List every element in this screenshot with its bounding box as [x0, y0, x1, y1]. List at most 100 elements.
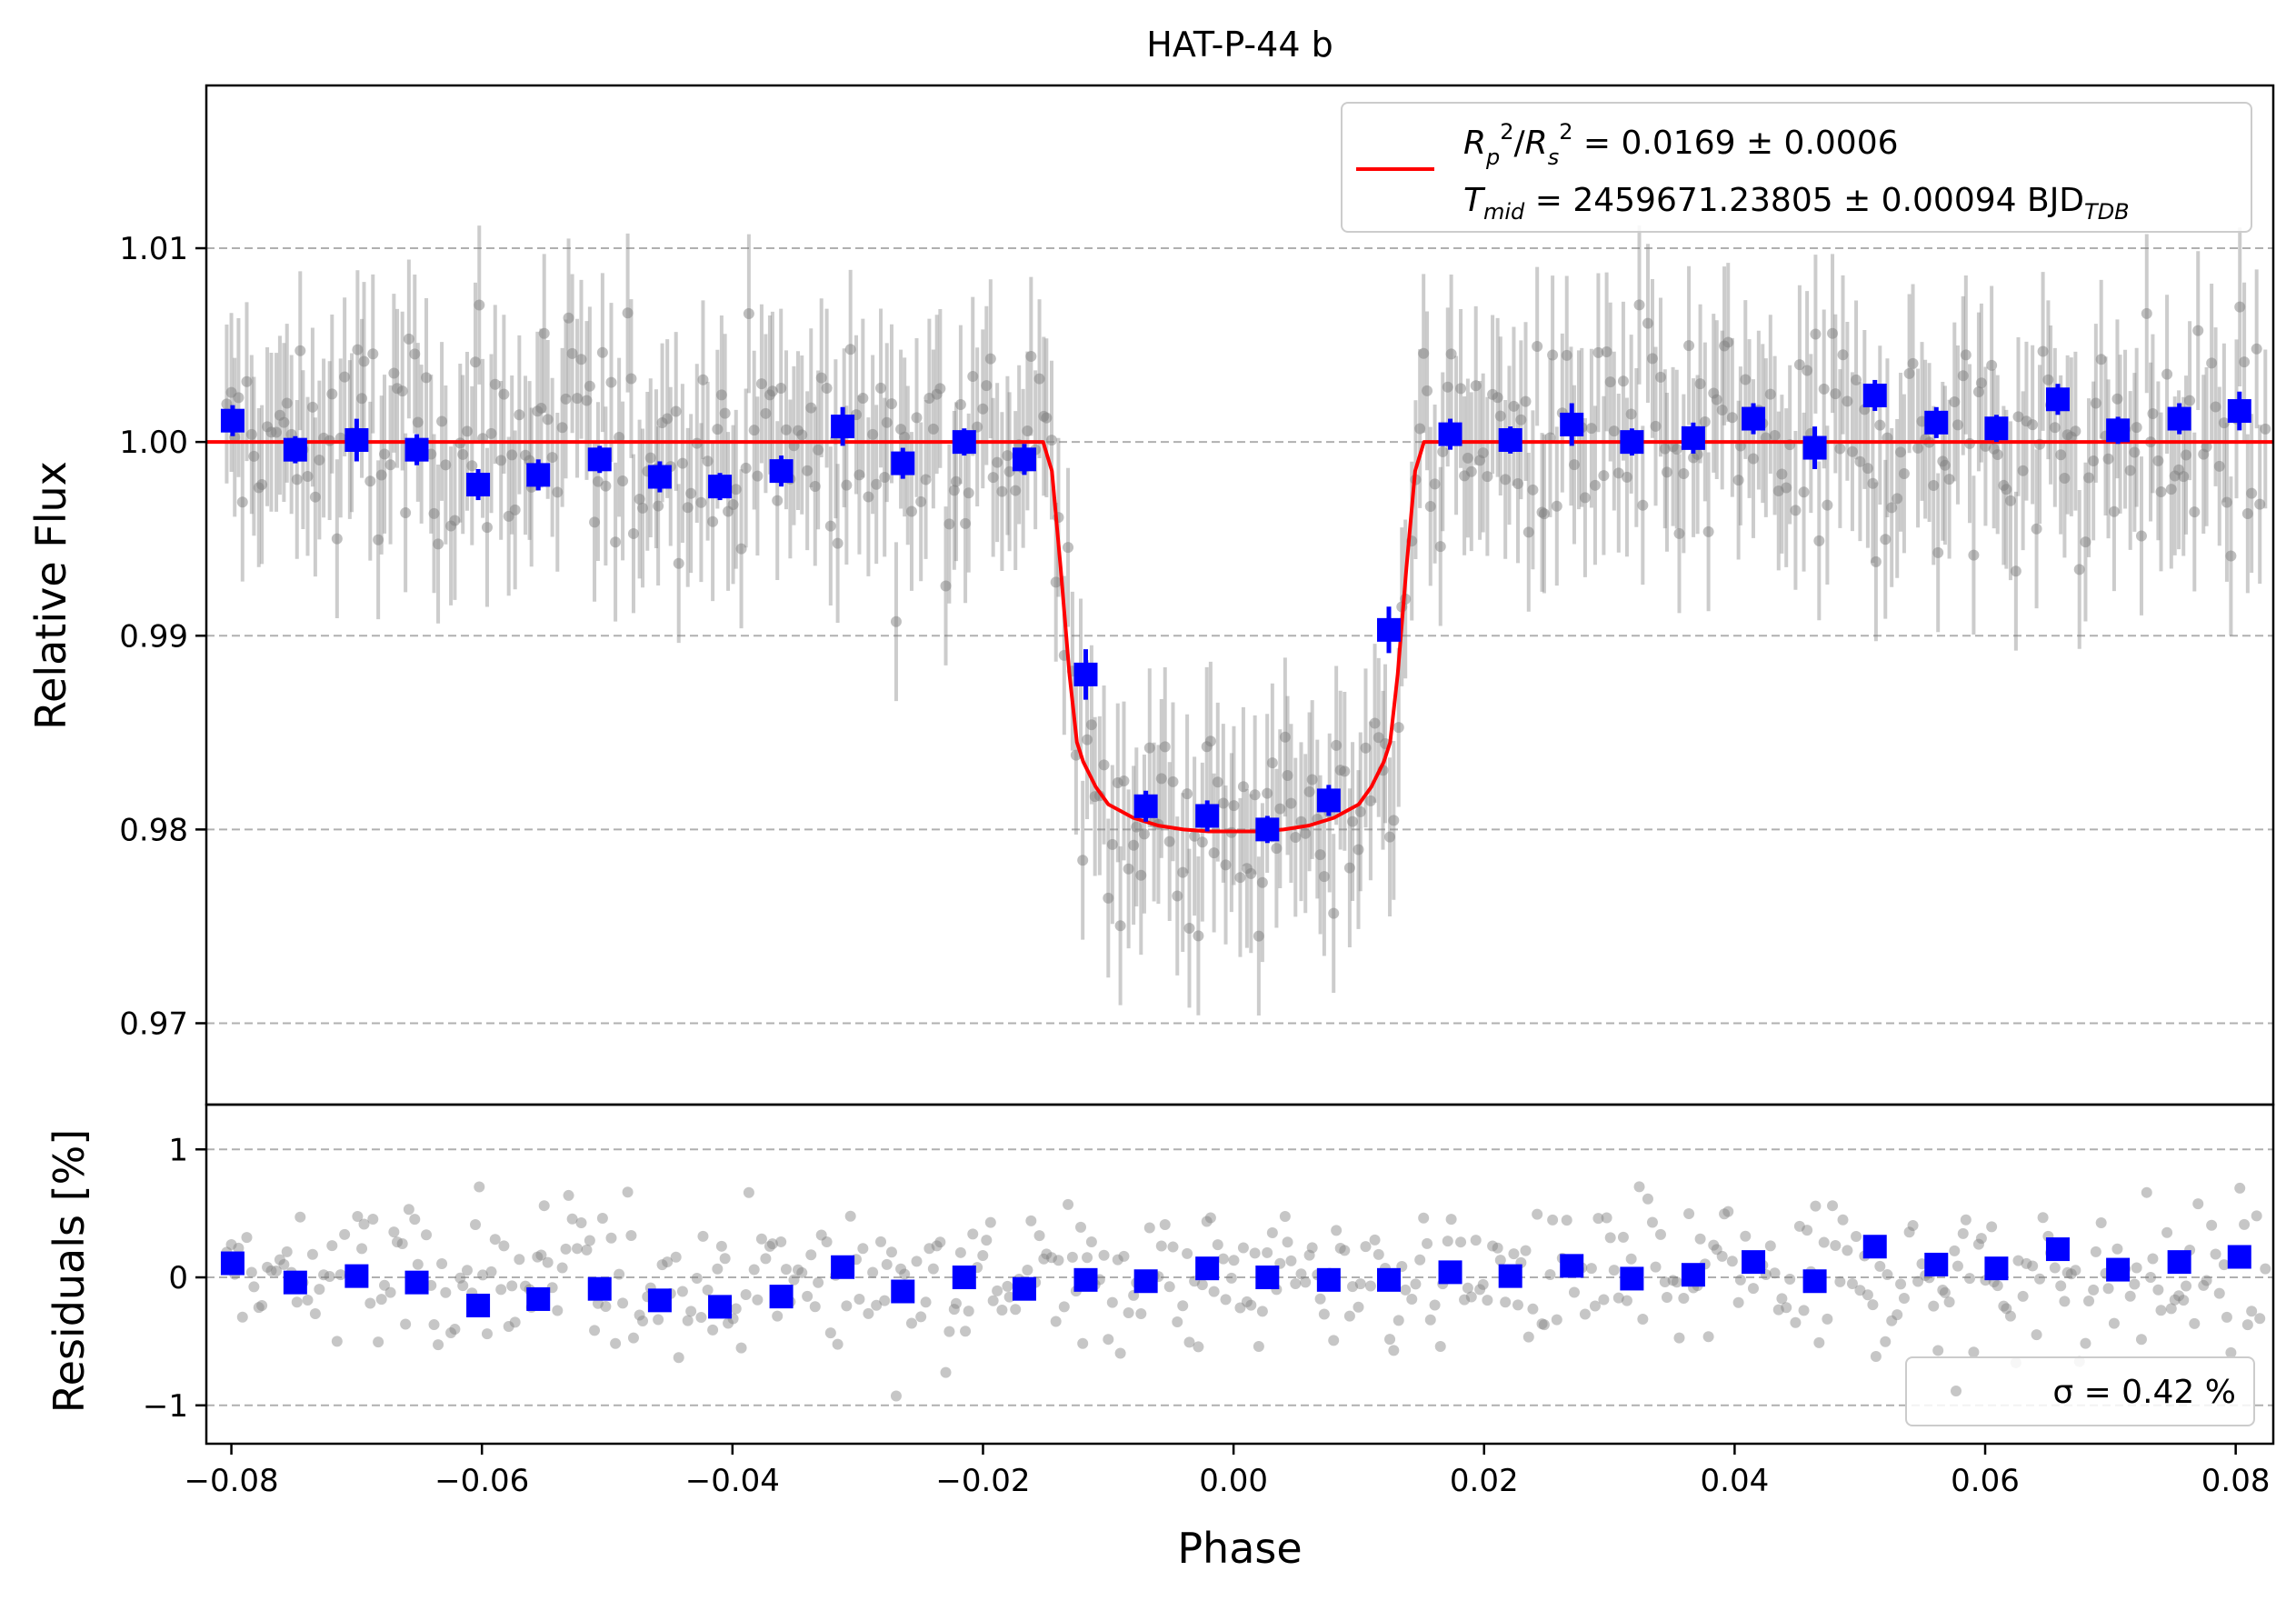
raw-residual-point [1522, 1331, 1534, 1343]
binned-flux-point [1802, 435, 1827, 460]
raw-flux-point [1637, 499, 1649, 511]
raw-residual-point [1494, 1255, 1506, 1266]
raw-residual-point [1646, 1216, 1658, 1228]
raw-flux-point [1592, 346, 1604, 358]
raw-flux-point [854, 469, 865, 481]
raw-residual-point [1790, 1316, 1802, 1328]
raw-residual-point [1520, 1245, 1532, 1256]
raw-flux-point [1912, 442, 1924, 454]
bottom-panel-binned-residuals [220, 1235, 2251, 1319]
raw-residual-point [867, 1266, 879, 1278]
raw-flux-point [1354, 806, 1366, 817]
raw-flux-point [1249, 789, 1261, 801]
binned-residual-point [404, 1270, 429, 1295]
raw-flux-point [281, 397, 293, 409]
raw-residual-point [1589, 1300, 1601, 1312]
raw-residual-point [748, 1264, 760, 1276]
raw-flux-point [841, 479, 853, 491]
raw-residual-point [1818, 1236, 1830, 1248]
raw-flux-point [331, 533, 343, 545]
raw-residual-point [1793, 1220, 1805, 1232]
raw-flux-point [610, 536, 622, 548]
raw-flux-point [1598, 470, 1610, 482]
raw-residual-point [485, 1266, 497, 1277]
raw-residual-point [375, 1294, 387, 1306]
raw-residual-point [1279, 1211, 1291, 1223]
raw-flux-point [1050, 576, 1062, 588]
raw-flux-point [715, 389, 727, 401]
top-panel-legend: Rp2/Rs2 = 0.0169 ± 0.0006 Tmid = 2459671… [1341, 102, 2252, 233]
raw-flux-point [2031, 523, 2042, 535]
raw-flux-point [326, 388, 338, 400]
raw-residual-point [879, 1295, 891, 1306]
raw-residual-point [1870, 1351, 1882, 1363]
raw-residual-point [824, 1327, 836, 1339]
raw-residual-point [1683, 1208, 1695, 1220]
raw-residual-point [291, 1296, 303, 1308]
raw-residual-point [1193, 1341, 1204, 1353]
binned-flux-point [708, 475, 733, 499]
raw-residual-point [373, 1336, 384, 1348]
raw-residual-point [1532, 1208, 1543, 1220]
raw-residual-point [1303, 1249, 1315, 1261]
raw-residual-point [2004, 1310, 2016, 1322]
raw-residual-point [1285, 1255, 1297, 1266]
raw-flux-point [1143, 742, 1155, 754]
raw-flux-point [1262, 787, 1273, 799]
raw-flux-point [1699, 415, 1711, 427]
raw-residual-point [2225, 1346, 2237, 1358]
binned-flux-point [1560, 412, 1584, 436]
raw-flux-point [302, 470, 314, 482]
binned-flux-point [1255, 817, 1280, 842]
raw-residual-point [1998, 1300, 2010, 1312]
raw-residual-point [1612, 1292, 1624, 1304]
raw-flux-point [356, 393, 368, 405]
raw-residual-point [1400, 1284, 1412, 1296]
raw-residual-point [1384, 1334, 1396, 1346]
raw-residual-point [1196, 1279, 1208, 1291]
raw-flux-point [719, 407, 731, 419]
raw-residual-point [2031, 1329, 2042, 1341]
raw-residual-point [2198, 1279, 2210, 1291]
raw-flux-point [1726, 412, 1738, 424]
raw-residual-point [1003, 1291, 1015, 1303]
raw-residual-point [1328, 1335, 1340, 1346]
raw-residual-point [572, 1243, 584, 1255]
raw-flux-point [1633, 299, 1645, 311]
raw-flux-point [2181, 449, 2192, 461]
raw-residual-point [2178, 1295, 2190, 1306]
raw-residual-point [392, 1236, 404, 1248]
raw-flux-point [248, 450, 260, 462]
raw-flux-point [556, 422, 568, 434]
raw-flux-point [752, 470, 764, 482]
raw-flux-point [1318, 871, 1330, 883]
raw-residual-point [2065, 1268, 2077, 1280]
raw-flux-point [470, 356, 482, 368]
raw-flux-point [1103, 892, 1114, 904]
binned-residual-point [1316, 1267, 1341, 1292]
raw-residual-point [2152, 1284, 2164, 1296]
binned-flux-point [1681, 425, 1705, 450]
binned-flux-point [952, 430, 976, 455]
raw-residual-point [318, 1269, 330, 1281]
raw-flux-point [428, 507, 440, 519]
binned-residual-point [220, 1251, 245, 1276]
raw-flux-point [495, 455, 507, 466]
raw-flux-point [863, 491, 874, 503]
raw-flux-point [1123, 863, 1134, 875]
raw-residual-point [920, 1296, 932, 1308]
raw-residual-point [2234, 1182, 2246, 1194]
raw-residual-point [1373, 1248, 1384, 1260]
raw-residual-point [1585, 1263, 1597, 1275]
raw-residual-point [899, 1268, 911, 1280]
raw-flux-point [1827, 327, 1839, 339]
raw-residual-point [1177, 1300, 1189, 1312]
raw-flux-point [885, 398, 897, 410]
binned-flux-point [1316, 788, 1341, 813]
raw-residual-point [691, 1272, 703, 1284]
raw-flux-point [2213, 460, 2225, 472]
raw-residual-point [2055, 1280, 2067, 1292]
raw-residual-point [236, 1311, 248, 1323]
raw-flux-point [2260, 423, 2271, 435]
raw-flux-point [780, 424, 792, 435]
